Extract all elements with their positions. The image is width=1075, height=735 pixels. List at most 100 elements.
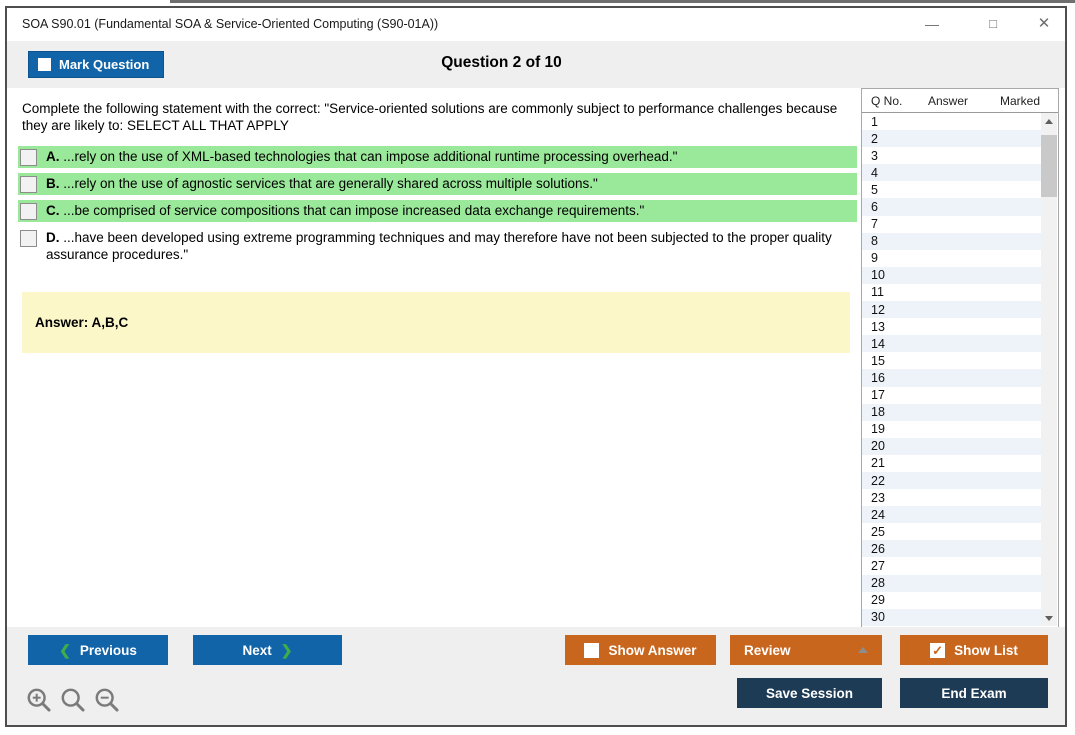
scrollbar-up-icon[interactable] bbox=[1041, 113, 1057, 129]
option-text: B. ...rely on the use of agnostic servic… bbox=[46, 176, 598, 191]
question-list-row[interactable]: 26 bbox=[862, 540, 1041, 558]
show-answer-button[interactable]: Show Answer bbox=[565, 635, 716, 665]
q-number: 9 bbox=[871, 251, 878, 266]
q-number: 7 bbox=[871, 217, 878, 232]
option-checkbox[interactable] bbox=[20, 149, 37, 166]
question-counter: Question 2 of 10 bbox=[441, 54, 562, 71]
option-text: A. ...rely on the use of XML-based techn… bbox=[46, 149, 678, 164]
question-list-row[interactable]: 10 bbox=[862, 266, 1041, 284]
question-list-row[interactable]: 4 bbox=[862, 164, 1041, 182]
q-number: 24 bbox=[871, 507, 885, 522]
question-list-row[interactable]: 29 bbox=[862, 592, 1041, 609]
option-checkbox[interactable] bbox=[20, 230, 37, 247]
zoom-reset-icon[interactable] bbox=[60, 687, 87, 714]
question-list-row[interactable]: 6 bbox=[862, 198, 1041, 216]
q-number: 26 bbox=[871, 541, 885, 556]
chevron-left-icon: ❮ bbox=[59, 641, 71, 658]
mark-question-button[interactable]: Mark Question bbox=[28, 51, 165, 78]
question-list-row[interactable]: 17 bbox=[862, 387, 1041, 404]
question-list-row[interactable]: 21 bbox=[862, 455, 1041, 472]
question-list-body: 1 2 3 4 5 6 7 8 9 10 11 12 13 14 15 16 17 18 19 20 21 22 23 24 2… bbox=[862, 113, 1041, 626]
question-list-row[interactable]: 20 bbox=[862, 437, 1041, 455]
q-number: 11 bbox=[871, 285, 884, 300]
scrollbar-down-icon[interactable] bbox=[1041, 610, 1057, 626]
q-number: 4 bbox=[871, 165, 878, 180]
mark-question-label: Mark Question bbox=[59, 57, 150, 72]
show-list-button[interactable]: ✓ Show List bbox=[900, 635, 1048, 665]
question-list-row[interactable]: 25 bbox=[862, 523, 1041, 540]
option-b[interactable]: B. ...rely on the use of agnostic servic… bbox=[18, 173, 857, 195]
answer-text: Answer: A,B,C bbox=[35, 315, 129, 330]
q-number: 14 bbox=[871, 336, 885, 351]
question-list-row[interactable]: 28 bbox=[862, 574, 1041, 592]
q-number: 29 bbox=[871, 593, 885, 608]
q-number: 27 bbox=[871, 558, 885, 573]
option-a[interactable]: A. ...rely on the use of XML-based techn… bbox=[18, 146, 857, 168]
save-session-label: Save Session bbox=[765, 685, 854, 701]
question-list-row[interactable]: 1 bbox=[862, 113, 1041, 130]
option-text: C. ...be comprised of service compositio… bbox=[46, 203, 645, 218]
previous-button[interactable]: ❮ Previous bbox=[28, 635, 168, 665]
end-exam-button[interactable]: End Exam bbox=[900, 678, 1048, 708]
question-list-row[interactable]: 5 bbox=[862, 181, 1041, 198]
end-exam-label: End Exam bbox=[941, 685, 1007, 701]
minimize-icon[interactable]: — bbox=[925, 16, 939, 32]
question-list-row[interactable]: 15 bbox=[862, 352, 1041, 369]
zoom-out-icon[interactable] bbox=[94, 687, 121, 714]
question-list-row[interactable]: 8 bbox=[862, 232, 1041, 250]
question-list-row[interactable]: 9 bbox=[862, 250, 1041, 267]
scrollbar-thumb[interactable] bbox=[1041, 135, 1057, 197]
column-marked: Marked bbox=[1000, 93, 1041, 108]
question-list-row[interactable]: 22 bbox=[862, 471, 1041, 490]
question-list-row[interactable]: 13 bbox=[862, 318, 1041, 335]
zoom-toolbar bbox=[26, 687, 121, 714]
question-list-row[interactable]: 16 bbox=[862, 369, 1041, 387]
q-number: 6 bbox=[871, 200, 878, 215]
question-list-row[interactable]: 14 bbox=[862, 335, 1041, 353]
q-number: 5 bbox=[871, 182, 878, 197]
background-window-edge bbox=[170, 0, 1075, 3]
question-list-row[interactable]: 7 bbox=[862, 216, 1041, 233]
q-number: 13 bbox=[871, 319, 885, 334]
question-list-row[interactable]: 24 bbox=[862, 506, 1041, 524]
q-number: 28 bbox=[871, 576, 885, 591]
option-letter: B. bbox=[46, 176, 60, 191]
q-number: 12 bbox=[871, 302, 885, 317]
q-number: 23 bbox=[871, 490, 885, 505]
maximize-icon[interactable]: □ bbox=[989, 16, 997, 31]
show-answer-checkbox[interactable] bbox=[584, 642, 600, 658]
q-number: 10 bbox=[871, 268, 885, 283]
question-list-row[interactable]: 23 bbox=[862, 489, 1041, 506]
show-list-checkbox[interactable]: ✓ bbox=[930, 642, 946, 658]
scrollbar[interactable] bbox=[1041, 113, 1057, 626]
zoom-in-icon[interactable] bbox=[26, 687, 53, 714]
question-list-row[interactable]: 18 bbox=[862, 403, 1041, 421]
q-number: 18 bbox=[871, 405, 885, 420]
question-list-row[interactable]: 2 bbox=[862, 130, 1041, 148]
question-list-row[interactable]: 12 bbox=[862, 301, 1041, 319]
q-number: 21 bbox=[871, 456, 885, 471]
next-button[interactable]: Next ❯ bbox=[193, 635, 342, 665]
option-c[interactable]: C. ...be comprised of service compositio… bbox=[18, 200, 857, 222]
q-number: 3 bbox=[871, 148, 878, 163]
option-checkbox[interactable] bbox=[20, 176, 37, 193]
previous-label: Previous bbox=[79, 642, 137, 658]
save-session-button[interactable]: Save Session bbox=[737, 678, 882, 708]
footer-bar: ❮ Previous Next ❯ Show Answer Review ✓ S… bbox=[7, 627, 1065, 725]
q-number: 2 bbox=[871, 131, 878, 146]
option-letter: A. bbox=[46, 149, 60, 164]
review-button[interactable]: Review bbox=[730, 635, 882, 665]
window-title: SOA S90.01 (Fundamental SOA & Service-Or… bbox=[22, 17, 439, 31]
question-list-row[interactable]: 11 bbox=[862, 284, 1041, 301]
chevron-right-icon: ❯ bbox=[280, 641, 293, 658]
option-checkbox[interactable] bbox=[20, 203, 37, 220]
question-list-row[interactable]: 3 bbox=[862, 147, 1041, 164]
mark-question-checkbox[interactable] bbox=[38, 58, 51, 71]
close-icon[interactable]: ✕ bbox=[1037, 15, 1051, 32]
question-list-row[interactable]: 30 bbox=[862, 608, 1041, 626]
question-list-row[interactable]: 19 bbox=[862, 421, 1041, 438]
question-list-row[interactable]: 27 bbox=[862, 557, 1041, 574]
q-number: 16 bbox=[871, 370, 885, 385]
option-d[interactable]: D. ...have been developed using extreme … bbox=[18, 227, 857, 265]
column-q-no: Q No. bbox=[871, 93, 903, 108]
